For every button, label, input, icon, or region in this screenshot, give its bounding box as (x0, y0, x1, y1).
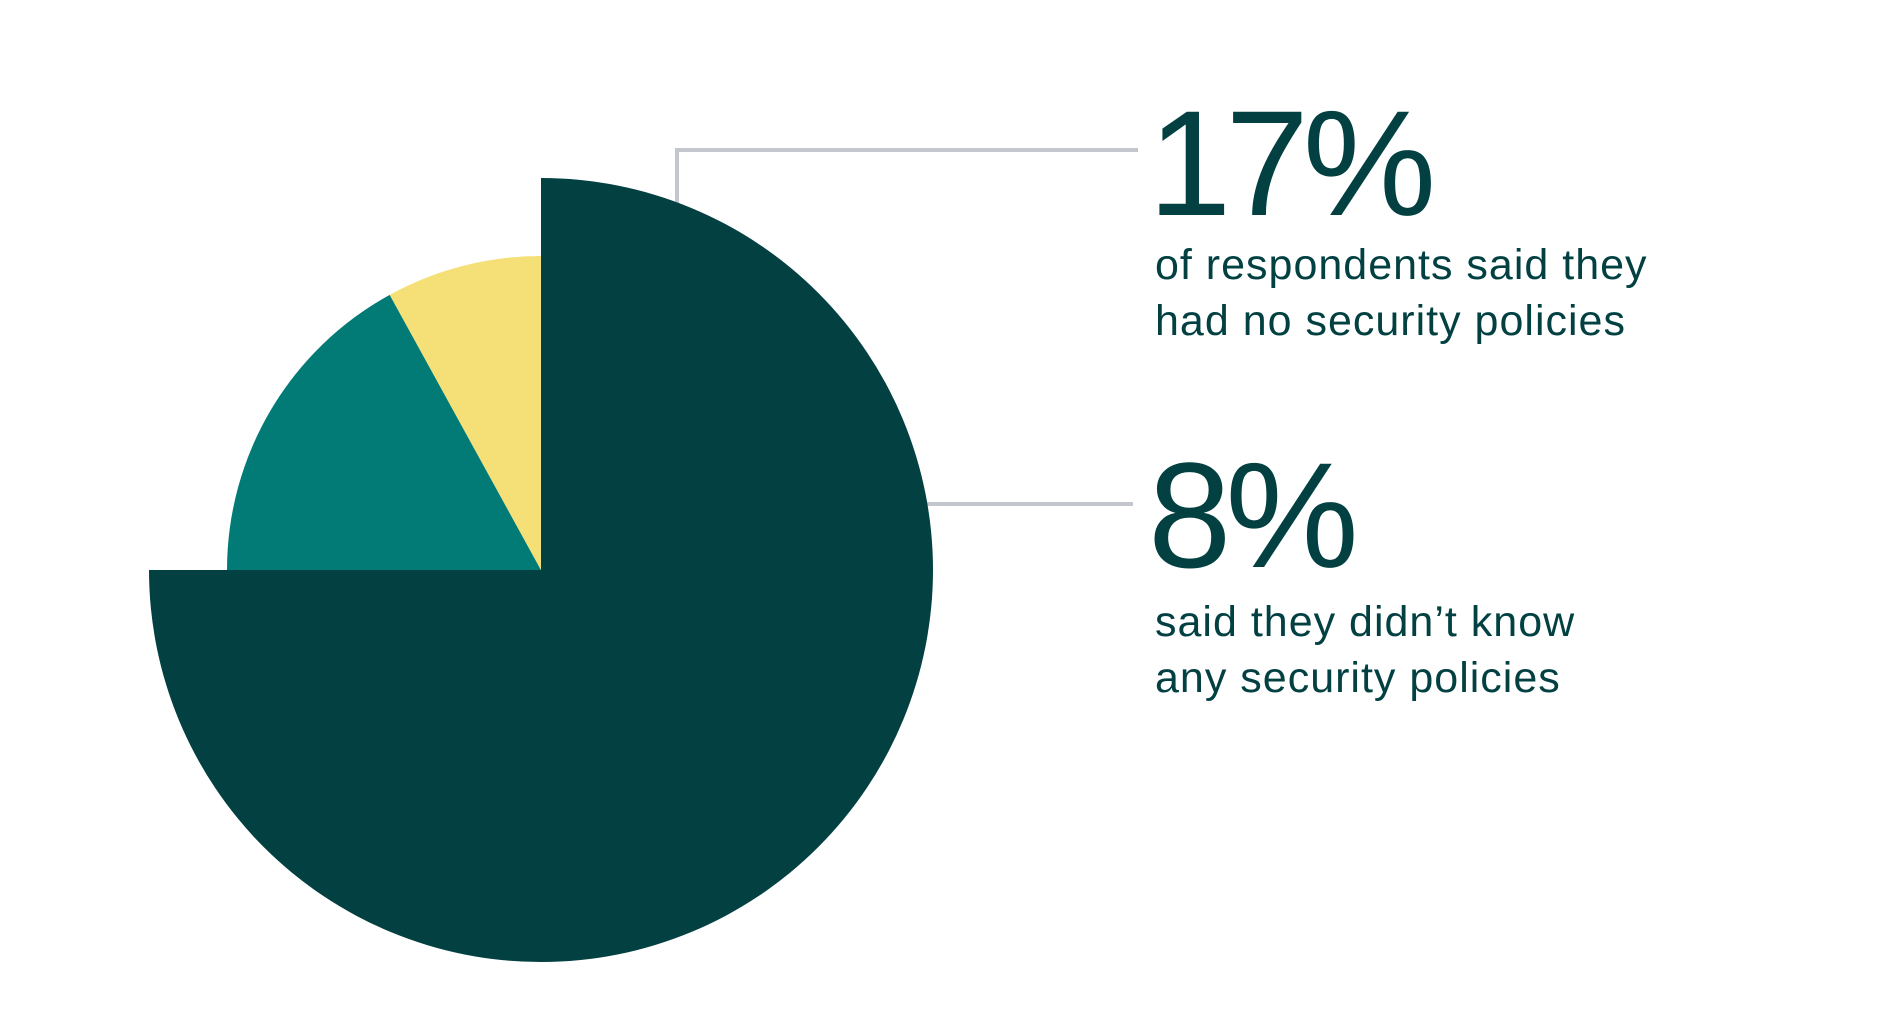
pie-slices (149, 178, 933, 962)
pie-slice-17-percent (227, 294, 541, 570)
pie-slice-8-percent (389, 256, 541, 570)
callout-8-percent-description: said they didn’t know any security polic… (1155, 594, 1575, 706)
callout-8-line-2: any security policies (1155, 654, 1561, 702)
callout-8-percent-value: 8% (1148, 431, 1359, 599)
callout-17-line-1: of respondents said they (1155, 241, 1648, 289)
callout-17-percent-description: of respondents said they had no security… (1155, 237, 1648, 349)
callout-17-line-2: had no security policies (1155, 297, 1626, 345)
callout-8-line-1: said they didn’t know (1155, 598, 1576, 646)
callout-17-percent-value: 17% (1148, 79, 1436, 247)
